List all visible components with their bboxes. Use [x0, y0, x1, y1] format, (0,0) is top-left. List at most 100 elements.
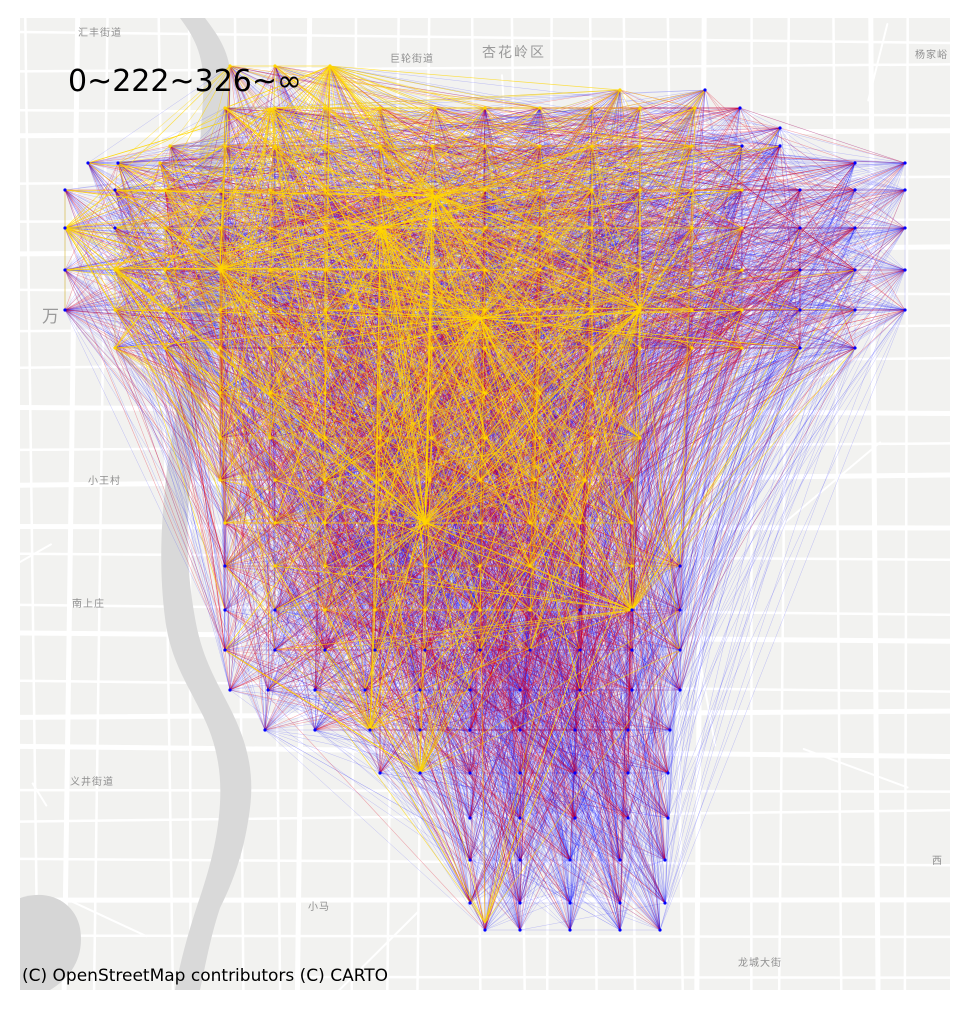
od-edge — [164, 145, 743, 191]
od-edge — [539, 189, 856, 229]
od-edge — [679, 269, 801, 651]
od-edge — [619, 347, 801, 861]
od-edge — [619, 392, 641, 861]
od-edge — [469, 772, 669, 819]
od-edge — [264, 729, 669, 819]
od-edge — [529, 522, 571, 904]
road — [20, 30, 950, 45]
od-edge — [219, 347, 486, 481]
road — [61, 18, 81, 990]
od-edge — [569, 162, 856, 861]
od-edge — [529, 609, 621, 931]
od-edge — [431, 437, 621, 904]
od-edge — [374, 269, 801, 567]
base-map — [20, 18, 950, 990]
od-edge — [379, 392, 426, 651]
od-edge — [519, 269, 906, 861]
od-edge — [799, 189, 856, 349]
road — [65, 898, 148, 938]
od-edge — [667, 89, 706, 774]
od-edge — [374, 227, 801, 611]
od-edge — [424, 522, 681, 567]
od-edge — [114, 145, 781, 271]
road — [20, 679, 950, 693]
od-edge — [364, 347, 433, 691]
od-edge — [569, 347, 801, 861]
od-edge — [379, 689, 633, 774]
od-edge — [274, 609, 481, 651]
road — [92, 18, 109, 990]
od-edge — [379, 89, 621, 394]
road — [187, 18, 192, 990]
road — [20, 708, 950, 720]
od-edge — [219, 227, 581, 611]
od-edge — [631, 689, 661, 931]
od-edge — [619, 89, 856, 191]
od-edge — [484, 189, 906, 311]
od-edge — [519, 269, 801, 819]
od-edge — [534, 347, 856, 481]
od-edge — [627, 107, 741, 819]
road — [24, 18, 39, 990]
od-edge — [534, 479, 666, 861]
od-edge — [691, 145, 856, 164]
road — [31, 782, 48, 807]
od-edge — [64, 189, 276, 611]
od-edge — [484, 107, 906, 229]
od-edge — [469, 609, 581, 904]
od-edge — [274, 609, 481, 651]
od-edge — [469, 649, 681, 774]
od-edge — [229, 565, 376, 691]
od-edge — [519, 145, 781, 731]
od-edge — [219, 309, 681, 691]
od-edge — [219, 479, 666, 861]
od-edge — [484, 189, 586, 481]
od-edge — [114, 227, 433, 349]
od-edge — [679, 107, 741, 611]
od-edge — [529, 609, 571, 931]
od-edge — [479, 347, 801, 651]
od-edge — [117, 162, 693, 349]
od-edge — [274, 65, 781, 147]
od-edge — [664, 269, 856, 861]
od-edge — [479, 189, 906, 651]
od-edge — [419, 565, 633, 731]
od-edge — [374, 609, 576, 774]
od-edge — [591, 189, 693, 394]
od-edge — [324, 522, 366, 691]
od-edge — [469, 347, 801, 731]
od-edge — [274, 309, 743, 524]
od-edge — [519, 729, 629, 904]
road — [20, 975, 950, 979]
od-edge — [224, 107, 856, 229]
od-edge — [484, 269, 593, 394]
od-edge — [314, 269, 906, 691]
od-edge — [469, 729, 629, 819]
od-edge — [431, 145, 641, 349]
od-edge — [324, 89, 621, 524]
od-edge — [591, 107, 743, 147]
map-frame[interactable]: 汇丰街道 巨轮街道 杏花岭区 杨家峪 万 小王村 南上庄 义井街道 小马 西 龙… — [20, 18, 950, 990]
road — [699, 660, 717, 747]
od-edge — [741, 227, 856, 311]
od-edge — [424, 145, 781, 611]
od-edge — [324, 269, 541, 567]
od-edge — [424, 565, 661, 931]
od-edge — [484, 107, 781, 147]
lake — [20, 894, 81, 990]
od-edge — [224, 347, 433, 611]
od-edge — [569, 772, 629, 931]
od-edge — [591, 127, 781, 439]
od-edge — [64, 269, 276, 651]
od-edge — [667, 145, 781, 819]
od-edge — [569, 609, 581, 861]
od-edge — [219, 437, 621, 931]
od-edge — [519, 309, 801, 691]
od-edge — [519, 309, 693, 774]
od-edge — [591, 107, 906, 191]
od-edge — [269, 437, 471, 731]
od-edge — [274, 107, 433, 191]
od-edge — [679, 227, 856, 691]
od-edge — [379, 309, 521, 691]
od-edge — [314, 522, 426, 731]
